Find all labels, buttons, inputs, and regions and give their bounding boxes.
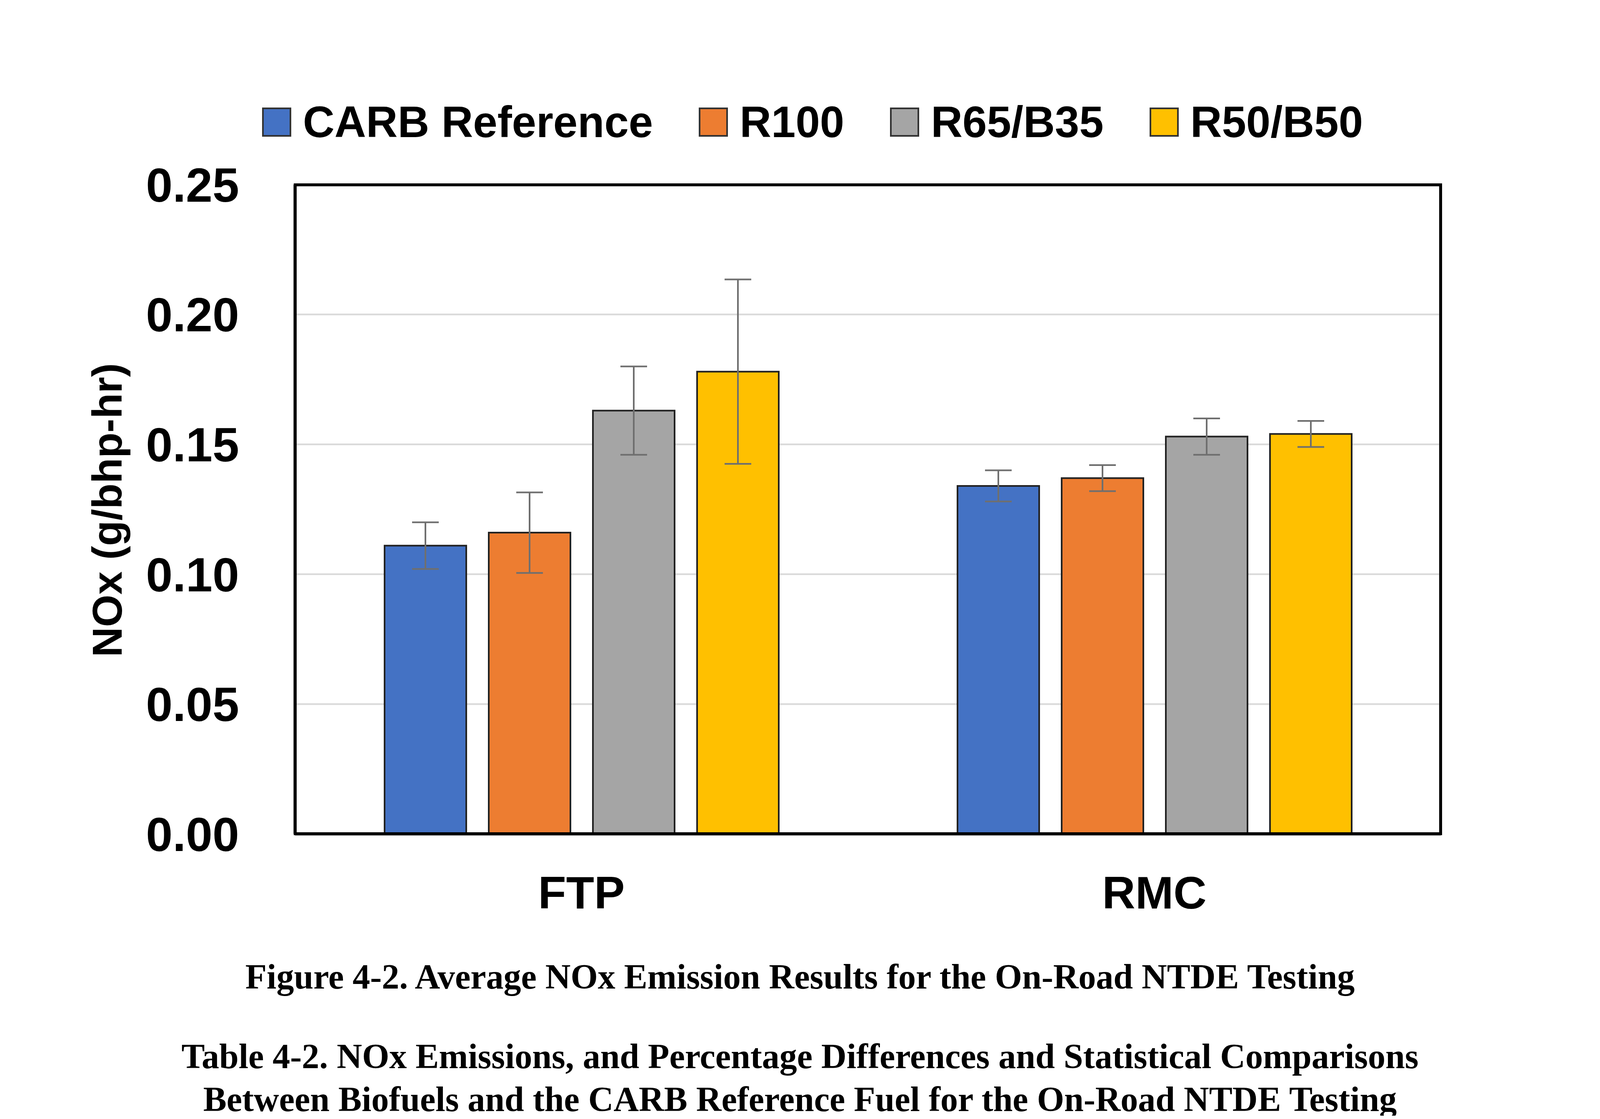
svg-text:FTP: FTP	[538, 866, 625, 918]
html-text:NOx (g/bhp-hr): NOx (g/bhp-hr)	[83, 363, 131, 657]
svg-text:0.10: 0.10	[145, 547, 240, 602]
html-text:CARB Reference: CARB Reference	[302, 97, 653, 147]
html-text:Table 4-2. NOx Emissions, and: Table 4-2. NOx Emissions, and Percentage…	[181, 1036, 1419, 1076]
svg-text:0.05: 0.05	[145, 677, 240, 731]
html-text:Figure 4-2. Average NOx Emissi: Figure 4-2. Average NOx Emission Results…	[245, 957, 1355, 996]
svg-text:0.25: 0.25	[145, 158, 240, 212]
html-text:R65/B35: R65/B35	[930, 97, 1104, 147]
svg-text:0.20: 0.20	[145, 287, 240, 342]
svg-text:0.00: 0.00	[145, 807, 240, 861]
svg-text:0.15: 0.15	[145, 417, 240, 472]
html-text:Between Biofuels and the CARB: Between Biofuels and the CARB Reference …	[203, 1079, 1397, 1119]
svg-text:RMC: RMC	[1102, 866, 1207, 918]
html-text:R100: R100	[739, 97, 845, 147]
html-text:R50/B50: R50/B50	[1190, 97, 1363, 147]
